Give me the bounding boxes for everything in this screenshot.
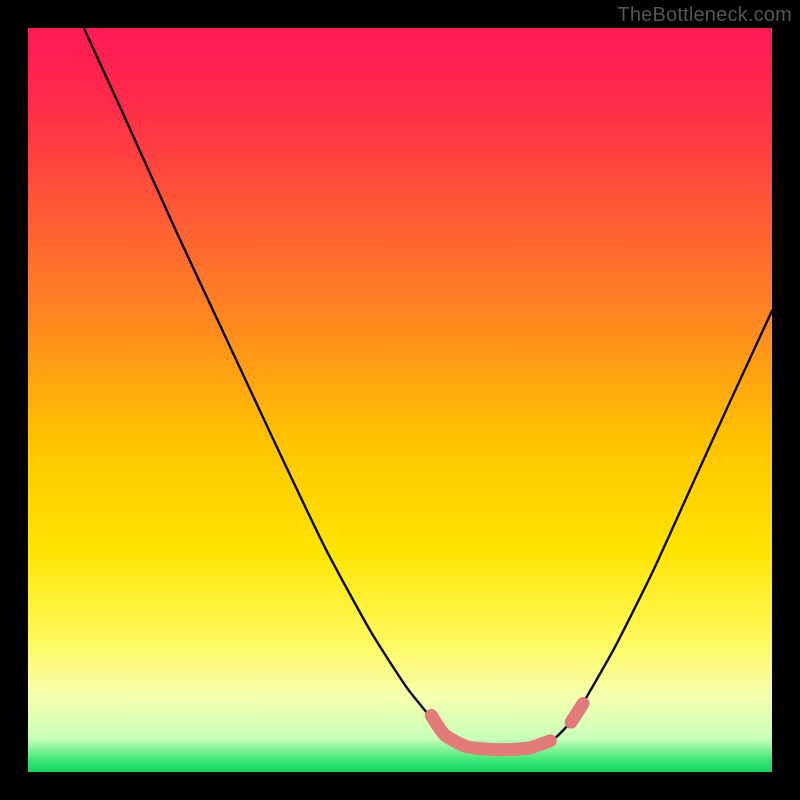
bottleneck-chart-svg [0,0,800,800]
chart-stage: TheBottleneck.com [0,0,800,800]
watermark-text: TheBottleneck.com [617,4,792,27]
gradient-panel [28,28,772,772]
